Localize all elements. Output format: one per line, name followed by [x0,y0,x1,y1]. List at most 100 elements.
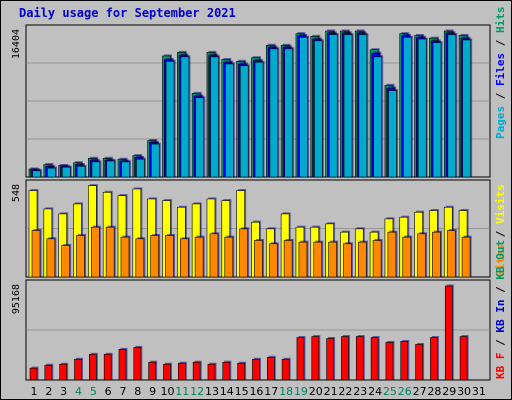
sites-bar [283,240,293,278]
day-tick-label: 16 [249,385,263,398]
pages-bar [165,60,175,178]
day-tick-label: 25 [383,385,397,398]
sites-bar [298,241,308,278]
pages-bar [373,56,382,178]
day-tick-label: 22 [338,385,352,398]
kb-f-bar [133,347,142,381]
pages-bar [61,166,71,178]
day-tick-label: 2 [45,385,52,398]
sites-bar [91,226,100,278]
pages-bar [284,48,294,178]
legend-kb-f: KB F [494,353,507,380]
pages-bar [403,36,412,178]
kb-f-bar [178,362,186,381]
pages-bar [328,34,338,178]
legend-separator: / [494,86,507,106]
legend-kb-in: KB In [494,300,507,333]
day-tick-label: 29 [442,385,456,398]
day-tick-label: 9 [149,385,156,398]
pages-bar [269,48,279,178]
legend-kbytes: KB F / KB In / KB Out [494,240,507,379]
legend-hits: Hits [494,7,507,34]
day-tick-label: 23 [353,385,367,398]
kb-f-bar [148,361,156,381]
day-tick-label: 5 [90,385,97,398]
sites-bar [372,240,382,278]
pages-bar [180,56,190,178]
sites-bar [61,245,70,278]
kb-f-bar [311,336,320,381]
sites-bar [313,241,323,278]
sites-bar [254,240,263,278]
day-tick-label: 10 [160,385,174,398]
day-tick-label: 17 [264,385,278,398]
day-tick-label: 4 [75,385,82,398]
pages-bar [343,34,353,178]
kb-f-bar [207,363,216,381]
kb-f-bar [59,363,67,381]
sites-bar [268,243,278,278]
kb-f-bar [341,336,349,381]
legend-separator: / [494,280,507,300]
sites-bar [165,235,174,278]
kb-f-bar [89,354,97,381]
pages-bar [314,40,323,178]
sites-bar [461,236,471,278]
pages-bar [388,90,397,178]
day-tick-label: 20 [309,385,323,398]
sites-bar [402,236,412,278]
pages-bar [210,56,219,178]
sites-bar [120,236,130,278]
sites-bar [224,236,234,278]
pages-bar [239,65,249,178]
day-tick-label: 11 [175,385,189,398]
day-tick-label: 21 [324,385,338,398]
kb-f-bar [103,354,112,381]
kb-f-bar [192,361,201,381]
kb-f-bar [355,336,364,381]
day-tick-label: 27 [413,385,427,398]
kb-f-bar [281,358,290,381]
y-max-label: 95168 [11,284,22,314]
kb-f-bar [400,341,409,381]
chart-title: Daily usage for September 2021 [19,6,236,20]
pages-bar [462,39,471,178]
sites-bar [76,235,85,278]
day-tick-label: 14 [220,385,234,398]
y-max-label: 548 [11,184,22,202]
legend-separator: / [494,33,507,53]
sites-bar [357,241,367,278]
pages-bar [106,160,116,178]
kb-f-bar [296,337,305,381]
day-tick-label: 24 [368,385,382,398]
legend-kb-out: KB Out [494,240,507,280]
sites-bar [194,236,204,278]
legend-hits-files-pages: Pages / Files / Hits [494,7,507,140]
pages-bar [254,61,264,178]
kb-f-bar [222,361,231,381]
sites-bar [239,228,248,278]
kb-f-bar [444,285,453,381]
legend-visits: Visits [494,184,507,224]
kb-f-bar [266,356,275,381]
kb-f-bar [326,338,334,381]
kb-f-bar [370,337,379,381]
legend-sites: Sites [494,244,507,277]
pages-bar [47,167,56,178]
sites-bar [417,233,426,278]
kb-f-bar [163,363,171,381]
kb-f-bar [415,344,423,381]
day-tick-label: 12 [190,385,204,398]
sites-bar [209,233,219,278]
day-tick-label: 13 [205,385,219,398]
day-tick-label: 31 [472,385,486,398]
pages-bar [91,161,101,178]
kb-f-bar [385,342,394,381]
legend-files: Files [494,53,507,86]
kb-f-bar [459,336,468,381]
sites-bar [180,238,189,278]
kb-f-bar [74,358,82,381]
sites-bar [31,230,41,278]
